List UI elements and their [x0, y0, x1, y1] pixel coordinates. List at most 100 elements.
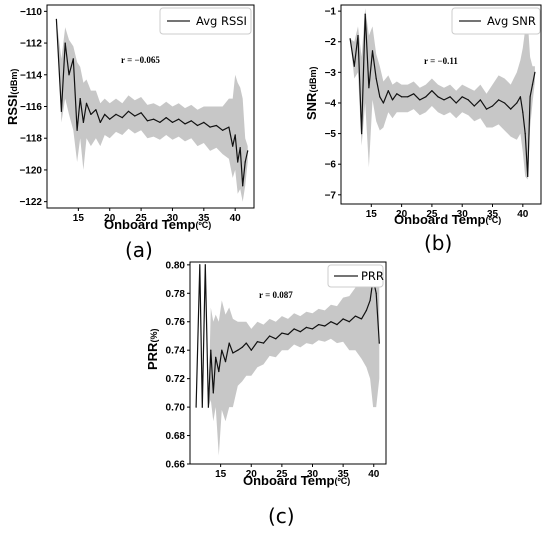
data-point [529, 96, 531, 98]
data-point [210, 349, 212, 351]
data-point [212, 392, 214, 394]
data-point [407, 96, 409, 98]
data-point [190, 120, 192, 122]
data-point [396, 93, 398, 95]
data-point [437, 96, 439, 98]
correlation-annotation: r = 0.087 [259, 290, 293, 300]
y-tick-label: −7 [325, 190, 337, 201]
y-tick-label: 0.72 [166, 374, 186, 385]
data-point [245, 342, 247, 344]
data-point [375, 292, 377, 294]
data-point [215, 124, 217, 127]
x-tick-label: 20 [104, 213, 116, 224]
data-point [379, 96, 381, 98]
data-point [524, 133, 526, 135]
legend-box [159, 7, 252, 35]
data-point [90, 113, 92, 115]
data-point [121, 117, 123, 119]
data-point [232, 352, 234, 354]
data-point [401, 96, 403, 98]
y-tick-label: −2 [325, 37, 337, 48]
y-tick-label: −112 [20, 39, 42, 50]
correlation-annotation: r = −0.11 [424, 56, 458, 66]
data-point [224, 361, 227, 363]
data-point [387, 90, 389, 92]
x-axis-unit: (ºC) [334, 476, 350, 486]
data-point [275, 338, 277, 340]
band-layer [350, 8, 535, 180]
data-point [357, 35, 359, 37]
data-point [360, 318, 363, 320]
panel-label: (b) [424, 231, 452, 255]
tick-layer: 15 20 25 30 35 40 −110 −112 −114 −116 −118 −120 −122 [19, 7, 241, 224]
band-layer [56, 19, 248, 202]
data-point [244, 161, 246, 163]
legend-label: Avg SNR [487, 14, 536, 28]
line-layer [55, 18, 249, 187]
data-point [64, 42, 66, 44]
data-point [184, 123, 186, 125]
y-tick-label: 0.76 [166, 317, 186, 328]
data-point [207, 406, 209, 408]
x-tick-label: 30 [307, 469, 319, 480]
data-point [242, 185, 244, 187]
x-tick-label: 25 [276, 469, 288, 480]
data-point [247, 150, 249, 152]
svg-text:Onboard Temp(ºC): Onboard Temp(ºC) [394, 212, 501, 227]
data-point [419, 99, 421, 101]
data-point [82, 121, 84, 123]
x-tick-label: 35 [487, 209, 499, 220]
y-tick-label: −116 [20, 102, 42, 113]
data-point [522, 111, 524, 113]
data-point [269, 335, 271, 337]
x-tick-label: 40 [517, 209, 529, 220]
y-tick-label: −120 [19, 165, 42, 176]
data-point [365, 309, 367, 311]
data-point [353, 65, 355, 67]
legend-box [451, 7, 541, 35]
panel-a-rssi-chart: 15 20 25 30 35 40 −110 −112 −114 −116 −118 −120 −122… [5, 4, 255, 262]
data-point [165, 117, 167, 119]
data-point [79, 98, 81, 100]
data-point [369, 299, 371, 301]
data-point [146, 120, 148, 122]
series-line [55, 19, 249, 187]
x-tick-label: 15 [73, 213, 85, 224]
x-axis-unit: (ºC) [195, 220, 211, 230]
y-tick-label: −5 [325, 129, 337, 140]
data-point [485, 108, 488, 110]
y-axis-unit: (dBm) [9, 69, 19, 95]
data-point [99, 121, 101, 123]
data-point [222, 129, 224, 131]
data-point [382, 102, 384, 104]
y-tick-label: 0.70 [166, 403, 186, 414]
y-tick-label: −6 [325, 160, 337, 171]
data-point [68, 74, 70, 76]
y-tick-label: −110 [20, 7, 42, 18]
data-point [215, 356, 217, 358]
line-layer [195, 264, 380, 408]
svg-text:SNR(dBm): SNR(dBm) [304, 67, 319, 120]
panel-c-prr-chart: 15 20 25 30 35 40 0.80 0.78 0.76 0.74 0.72 0.70 0.68… [145, 260, 387, 528]
data-point [218, 370, 220, 373]
data-point [199, 264, 201, 266]
data-point [431, 90, 433, 92]
data-point [72, 58, 74, 60]
data-point [305, 326, 307, 328]
x-axis-title: Onboard Temp(ºC) [394, 212, 501, 227]
data-point [371, 50, 374, 52]
tick-layer: 15 20 25 30 35 40 −1 −2 −3 −4 −5 −6 −7 [325, 7, 529, 220]
data-point [354, 315, 356, 317]
data-point [178, 118, 180, 120]
data-point [510, 108, 512, 110]
x-tick-label: 40 [368, 469, 380, 480]
y-axis-unit: (dBm) [308, 67, 318, 93]
confidence-band [196, 264, 380, 456]
data-point [228, 342, 230, 344]
x-tick-label: 20 [246, 469, 258, 480]
x-tick-label: 30 [457, 209, 469, 220]
data-point [519, 96, 522, 98]
y-tick-label: −1 [325, 7, 337, 18]
tick-layer: 15 20 25 30 35 40 0.80 0.78 0.76 0.74 0.72 0.70 0.68… [166, 260, 380, 480]
y-axis-title: RSSI(dBm) [5, 69, 20, 125]
